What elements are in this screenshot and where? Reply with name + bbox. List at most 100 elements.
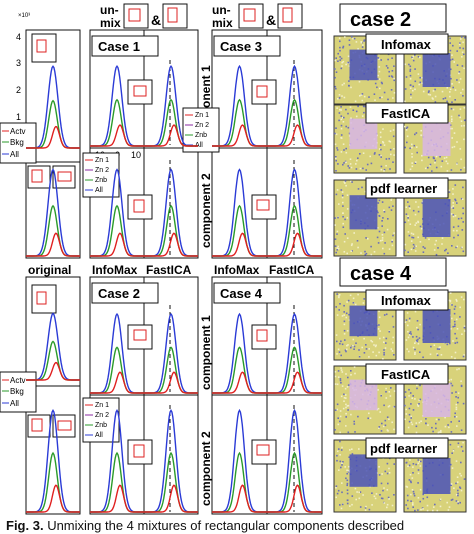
svg-text:Zn 1: Zn 1 <box>195 112 209 119</box>
curve-bkg-1 <box>26 204 80 257</box>
curve-actv-18 <box>212 484 267 513</box>
case2-title-box <box>339 3 447 33</box>
label-infomax-4: Infomax <box>381 293 432 308</box>
caption-label: Fig. 3. <box>6 518 44 533</box>
legend-actv-2: Actv <box>10 376 26 385</box>
legend-left-bottom: Actv Bkg All <box>0 371 37 413</box>
case2-box <box>91 282 159 304</box>
svg-text:Znb: Znb <box>95 422 107 429</box>
curve-actv-1 <box>26 232 80 257</box>
curve-actv-13 <box>144 371 198 394</box>
curve-bkg-3 <box>26 451 80 513</box>
curve-actv-5 <box>144 124 198 147</box>
unmix-mini-rect-2 <box>167 7 178 23</box>
curve-actv-12 <box>90 371 144 394</box>
case2-label: Case 2 <box>98 286 140 301</box>
curve-actv-2 <box>26 361 80 381</box>
curve-all-8 <box>212 64 267 147</box>
amp-left: & <box>151 12 161 28</box>
legend-bkg: Bkg <box>10 138 24 147</box>
svg-text:Zn 2: Zn 2 <box>95 167 109 174</box>
legend-zn-case3: Zn 1 Zn 2 Znb All <box>182 107 220 153</box>
curve-actv-10 <box>212 232 267 257</box>
col-infomax-right: InfoMax <box>214 263 260 277</box>
curve-bkg-4 <box>90 98 144 147</box>
ytick-2: 2 <box>16 85 21 95</box>
curve-actv-6 <box>90 232 144 257</box>
ytick-1: 1 <box>16 112 21 122</box>
svg-text:All: All <box>95 187 103 194</box>
curve-actv-16 <box>212 371 267 394</box>
legend-all: All <box>10 150 19 159</box>
svg-text:All: All <box>195 142 203 149</box>
col-infomax-left: InfoMax <box>92 263 138 277</box>
method-label-boxes <box>365 33 449 459</box>
amp-right: & <box>266 12 276 28</box>
curve-actv-17 <box>267 371 322 394</box>
curve-bkg-8 <box>212 98 267 147</box>
case4-label: Case 4 <box>220 286 263 301</box>
curve-actv-15 <box>144 484 198 513</box>
legend-bkg-2: Bkg <box>10 387 24 396</box>
curve-all-2 <box>26 312 80 381</box>
case4-title: case 4 <box>350 263 412 285</box>
unmix-mini-box-3 <box>238 3 264 29</box>
col-fastica-left: FastICA <box>146 263 192 277</box>
curve-bkg-13 <box>144 346 198 394</box>
case4-title-box <box>339 257 447 287</box>
label-pdf-4: pdf learner <box>370 441 437 456</box>
svg-text:Znb: Znb <box>95 177 107 184</box>
unmix-mini-box-1 <box>123 3 149 29</box>
mask-inset-rects <box>31 39 270 458</box>
case1-box <box>91 35 159 57</box>
curve-actv-9 <box>267 124 322 147</box>
ytick-3: 3 <box>16 58 21 68</box>
svg-text:Zn 2: Zn 2 <box>195 122 209 129</box>
curve-actv-8 <box>212 124 267 147</box>
image-left-2 <box>333 179 397 257</box>
case3-box <box>213 35 281 57</box>
curve-bkg-12 <box>90 346 144 394</box>
figure-caption: Fig. 3. Unmixing the 4 mixtures of recta… <box>6 518 474 534</box>
unmix-label-left: un-mix <box>100 3 121 30</box>
col-original: original <box>28 263 71 277</box>
svg-text:Zn 2: Zn 2 <box>95 412 109 419</box>
legend-zn-case2: Zn 1 Zn 2 Znb All <box>82 397 120 443</box>
label-fastica-2: FastICA <box>381 106 431 121</box>
case3-label: Case 3 <box>220 39 262 54</box>
case4-box <box>213 282 281 304</box>
scale-note: ×10³ <box>18 13 30 19</box>
label-infomax-2: Infomax <box>381 37 432 52</box>
curve-actv-11 <box>267 232 322 257</box>
curve-actv-19 <box>267 484 322 513</box>
curve-actv-7 <box>144 232 198 257</box>
component2-top: component 2 <box>199 173 213 248</box>
image-noise-panels <box>333 35 467 513</box>
curve-all-9 <box>267 64 322 147</box>
component1-bottom: component 1 <box>199 315 213 390</box>
caption-text: Unmixing the 4 mixtures of rectangular c… <box>47 518 405 533</box>
col-fastica-right: FastICA <box>269 263 315 277</box>
svg-text:Zn 1: Zn 1 <box>95 402 109 409</box>
case2-title: case 2 <box>350 9 411 31</box>
mask-insets <box>27 33 277 465</box>
unmix-mini-rect-3 <box>243 8 256 22</box>
label-pdf-2: pdf learner <box>370 181 437 196</box>
image-left-1 <box>333 104 397 174</box>
unmix-label-right: un-mix <box>212 3 233 30</box>
histogram-curves <box>26 64 322 513</box>
curve-actv-4 <box>90 124 144 147</box>
xtick-10: 10 <box>131 150 141 160</box>
label-fastica-4: FastICA <box>381 367 431 382</box>
svg-text:Zn 1: Zn 1 <box>95 157 109 164</box>
legend-zn-case1: Zn 1 Zn 2 Znb All <box>82 152 120 198</box>
unmix-mini-rect-1 <box>128 8 141 22</box>
unmix-mini-rect-4 <box>282 7 293 23</box>
legend-all-2: All <box>10 399 19 408</box>
curve-actv-14 <box>90 484 144 513</box>
curve-actv-3 <box>26 484 80 513</box>
component2-bottom: component 2 <box>199 431 213 506</box>
svg-text:All: All <box>95 432 103 439</box>
legend-actv: Actv <box>10 127 26 136</box>
